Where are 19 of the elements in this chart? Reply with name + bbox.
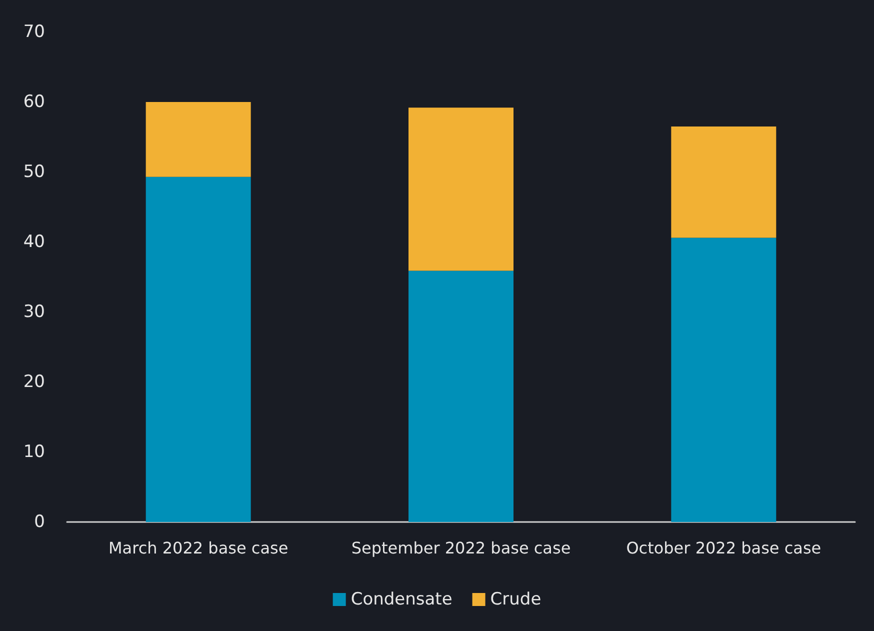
x-tick-label: September 2022 base case [351,538,571,558]
y-tick-label: 10 [23,442,45,462]
y-tick-label: 30 [23,302,45,322]
bar [671,238,776,522]
y-tick-label: 50 [23,162,45,182]
bar [671,126,776,238]
bar [408,270,514,522]
x-tick-label: March 2022 base case [108,538,288,558]
legend-label: Condensate [350,590,452,610]
y-tick-label: 0 [34,512,45,532]
y-tick-label: 20 [23,372,45,392]
bar [146,102,251,177]
bar [408,108,514,271]
y-tick-label: 60 [23,92,45,112]
y-tick-label: 70 [23,22,45,42]
bar [146,176,251,522]
legend-label: Crude [490,590,542,610]
x-tick-label: October 2022 base case [626,538,822,558]
y-tick-label: 40 [23,232,45,252]
